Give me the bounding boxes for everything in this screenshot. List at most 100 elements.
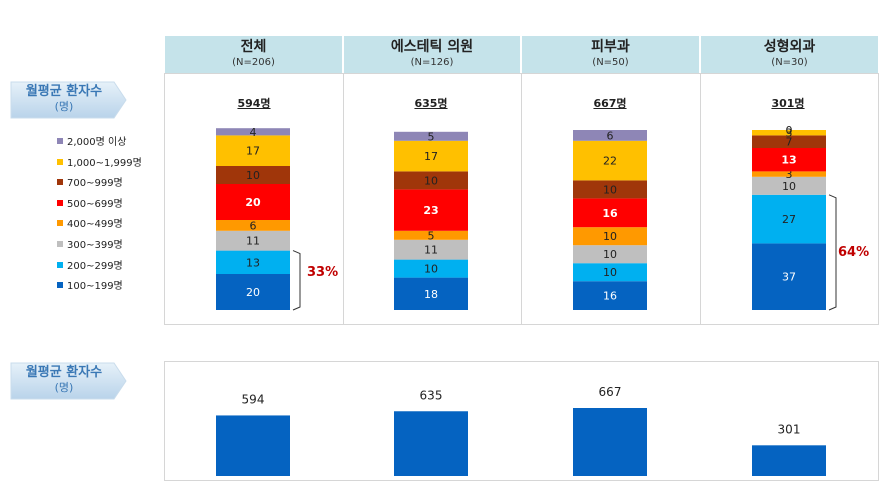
legend-item: 400~499명 (57, 219, 142, 240)
legend-item: 2,000명 이상 (57, 137, 142, 158)
totals-bar-chart: 594 635 667 301 (216, 385, 826, 476)
legend-swatch-icon (57, 220, 63, 227)
panel-divider (343, 73, 344, 325)
segment-value-label: 11 (424, 244, 438, 257)
segment-value-label: 10 (424, 174, 438, 187)
segment-value-label: 10 (603, 266, 617, 279)
segment-value-label: 4 (250, 126, 257, 139)
stacked-bar-segment (216, 128, 290, 136)
segment-value-label: 6 (607, 129, 614, 142)
legend-label: 300~399명 (67, 239, 123, 251)
legend-swatch-icon (57, 138, 63, 144)
segment-value-label: 6 (250, 219, 257, 232)
segment-value-label: 5 (428, 130, 435, 143)
group-name: 성형외과 (763, 39, 816, 55)
total-value-label: 301 (778, 422, 801, 436)
legend-swatch-icon (57, 282, 63, 289)
stacked-bar-segment (216, 274, 290, 310)
legend-swatch-icon (57, 158, 63, 165)
segment-value-label: 17 (246, 145, 260, 158)
total-value-label: 667 (599, 385, 622, 399)
legend-item: 700~999명 (57, 178, 142, 199)
group-name: 피부과 (591, 39, 630, 55)
segment-value-label: 11 (246, 235, 260, 248)
row-label-main: 월평균 환자수 (25, 84, 103, 99)
group-n: (N=50) (592, 57, 629, 68)
total-bar (573, 408, 647, 476)
segment-value-label: 13 (246, 256, 260, 269)
group-n: (N=30) (771, 57, 808, 68)
group-header: 성형외과 (N=30) (701, 36, 878, 73)
stacked-bar-segment (216, 184, 290, 220)
group-name: 에스테틱 의원 (390, 39, 474, 55)
row-label-sub: (명) (54, 381, 74, 394)
stacked-bar-segment (752, 148, 826, 172)
segment-value-label: 10 (246, 169, 260, 182)
stacked-bar-segment (216, 250, 290, 274)
segment-value-label: 3 (786, 127, 793, 140)
row-label-sub: (명) (54, 100, 74, 113)
bracket-percent-label: 64% (838, 245, 870, 260)
stacked-bar-segment (394, 140, 468, 172)
stacked-bar-segment (216, 135, 290, 166)
stacked-bar-segment (573, 281, 647, 310)
bracket-line (828, 194, 837, 311)
stacked-bar-segment (394, 230, 468, 240)
segment-value-label: 10 (424, 263, 438, 276)
legend-swatch-icon (57, 179, 63, 186)
group-n: (N=206) (232, 57, 275, 68)
stacked-bar-segment (573, 130, 647, 141)
total-value-label: 594 (242, 392, 265, 406)
stacked-bar-segment (394, 131, 468, 141)
group-total-label: 594명 (237, 97, 271, 110)
stacked-bar-segment (573, 140, 647, 181)
segment-value-label: 16 (603, 290, 617, 303)
panel-divider (700, 73, 701, 325)
stacked-bar-segment (216, 220, 290, 231)
legend-label: 200~299명 (67, 260, 123, 272)
group-total-label: 635명 (414, 97, 448, 110)
stacked-bar-segment (394, 171, 468, 190)
segment-value-label: 10 (603, 230, 617, 243)
stacked-bar-segment (752, 176, 826, 195)
stacked-bar-segment (394, 259, 468, 278)
stacked-bar-segment (752, 171, 826, 177)
legend-label: 400~499명 (67, 219, 123, 231)
legend-label: 2,000명 이상 (67, 137, 127, 148)
segment-value-label: 27 (782, 213, 796, 226)
group-header: 전체 (N=206) (165, 36, 342, 73)
stacked-bar-segment (394, 277, 468, 310)
group-total-label: 301명 (771, 97, 805, 110)
segment-value-label: 7 (786, 136, 793, 149)
segment-value-label: 37 (782, 271, 796, 284)
stacked-bar-segment (573, 180, 647, 199)
stacked-bar-segment (752, 194, 826, 244)
stacked-bar-segment (752, 243, 826, 310)
legend: 2,000명 이상 1,000~1,999명 700~999명 500~699명 400… (57, 137, 142, 302)
row-label-main: 월평균 환자수 (25, 365, 103, 380)
stacked-bar-chart: 20 13 11 6 20 10 17 4 18 10 11 5 23 10 17 5 16 10 10 10 16 10… (216, 124, 837, 311)
total-bar (752, 445, 826, 476)
bracket-percent-label: 33% (307, 265, 339, 280)
segment-value-label: 13 (781, 154, 796, 167)
stacked-bar-segment (752, 130, 826, 136)
total-bar (216, 415, 290, 476)
totals-chart-panel (164, 361, 879, 481)
legend-swatch-icon (57, 261, 63, 268)
stacked-bar-segment (573, 245, 647, 264)
segment-value-label: 18 (424, 288, 438, 301)
row-label-stacked: 월평균 환자수 (명) (10, 81, 127, 119)
legend-item: 100~199명 (57, 281, 142, 302)
stacked-bar-segment (394, 239, 468, 260)
legend-item: 300~399명 (57, 240, 142, 261)
group-n: (N=126) (410, 57, 454, 68)
segment-value-label: 10 (603, 183, 617, 196)
legend-label: 700~999명 (67, 178, 123, 190)
group-total-label: 667명 (593, 97, 627, 110)
legend-label: 1,000~1,999명 (67, 157, 142, 169)
stacked-bar-segment (573, 263, 647, 282)
stacked-bar-segment (752, 135, 826, 148)
row-label-totals: 월평균 환자수 (명) (10, 362, 127, 400)
stacked-bar-segment (573, 198, 647, 228)
group-name: 전체 (240, 39, 267, 55)
